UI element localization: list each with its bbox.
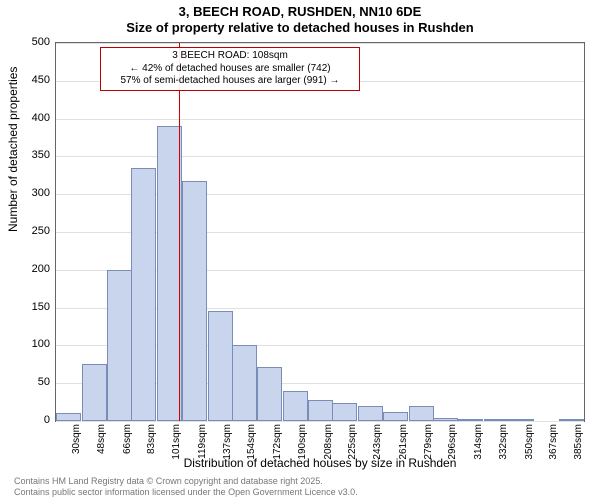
xtick-label: 208sqm (323, 424, 334, 460)
xtick-label: 350sqm (524, 424, 535, 460)
xtick-label: 225sqm (347, 424, 358, 460)
grid-line (56, 156, 584, 157)
footer-line1: Contains HM Land Registry data © Crown c… (14, 476, 358, 487)
histogram-bar (157, 126, 182, 421)
ytick-label: 100 (32, 338, 50, 350)
title-main: 3, BEECH ROAD, RUSHDEN, NN10 6DE (0, 4, 600, 19)
annotation-line: ← 42% of detached houses are smaller (74… (105, 63, 355, 76)
histogram-bar (358, 406, 383, 421)
xtick-label: 314sqm (473, 424, 484, 460)
xtick-label: 137sqm (222, 424, 233, 460)
xtick-label: 119sqm (197, 424, 208, 459)
annotation-line: 57% of semi-detached houses are larger (… (105, 75, 355, 88)
ytick-label: 50 (38, 376, 50, 388)
xtick-label: 83sqm (146, 424, 157, 454)
ytick-label: 200 (32, 263, 50, 275)
histogram-bar (82, 364, 107, 421)
grid-line (56, 43, 584, 44)
xtick-label: 190sqm (297, 424, 308, 460)
histogram-bar (458, 419, 483, 421)
footer-attribution: Contains HM Land Registry data © Crown c… (14, 476, 358, 498)
histogram-bar (332, 403, 357, 421)
reference-line (179, 43, 180, 421)
ytick-label: 300 (32, 187, 50, 199)
ytick-label: 250 (32, 225, 50, 237)
histogram-bar (107, 270, 132, 421)
xtick-label: 172sqm (272, 424, 283, 460)
xtick-label: 30sqm (71, 424, 82, 454)
histogram-bar (283, 391, 308, 421)
xtick-label: 261sqm (398, 424, 409, 460)
xtick-label: 243sqm (372, 424, 383, 460)
xtick-label: 48sqm (96, 424, 107, 454)
xtick-label: 296sqm (447, 424, 458, 460)
title-sub: Size of property relative to detached ho… (0, 20, 600, 35)
xtick-label: 154sqm (246, 424, 257, 460)
histogram-bar (182, 181, 207, 421)
histogram-bar (257, 367, 282, 421)
xtick-label: 367sqm (548, 424, 559, 460)
histogram-bar (383, 412, 408, 421)
histogram-bar (56, 413, 81, 421)
ytick-label: 0 (44, 414, 50, 426)
ytick-label: 500 (32, 36, 50, 48)
histogram-bar (131, 168, 156, 421)
chart-container: 3, BEECH ROAD, RUSHDEN, NN10 6DE Size of… (0, 0, 600, 500)
histogram-bar (559, 419, 584, 421)
histogram-bar (308, 400, 333, 421)
ytick-label: 400 (32, 112, 50, 124)
y-axis-label: Number of detached properties (6, 67, 20, 232)
annotation-box: 3 BEECH ROAD: 108sqm← 42% of detached ho… (100, 47, 360, 91)
histogram-bar (509, 419, 534, 421)
grid-line (56, 119, 584, 120)
histogram-bar (433, 418, 458, 421)
plot-area: 3 BEECH ROAD: 108sqm← 42% of detached ho… (55, 42, 585, 422)
ytick-label: 350 (32, 149, 50, 161)
histogram-bar (409, 406, 434, 421)
ytick-label: 450 (32, 74, 50, 86)
ytick-label: 150 (32, 301, 50, 313)
histogram-bar (208, 311, 233, 421)
xtick-label: 279sqm (423, 424, 434, 460)
x-axis-label: Distribution of detached houses by size … (55, 456, 585, 470)
xtick-label: 332sqm (498, 424, 509, 460)
xtick-label: 66sqm (122, 424, 133, 454)
annotation-line: 3 BEECH ROAD: 108sqm (105, 50, 355, 63)
footer-line2: Contains public sector information licen… (14, 487, 358, 498)
xtick-label: 385sqm (573, 424, 584, 460)
histogram-bar (232, 345, 257, 421)
histogram-bar (484, 419, 509, 421)
xtick-label: 101sqm (171, 424, 182, 460)
